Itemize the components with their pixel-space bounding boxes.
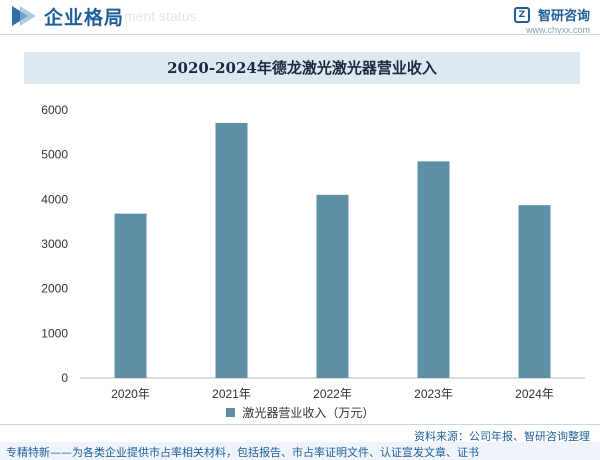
page-header: 企业格局 ment status Z 智研咨询 www.chyxx.com bbox=[0, 0, 600, 35]
bar bbox=[114, 213, 147, 378]
brand-name: 智研咨询 bbox=[537, 9, 590, 24]
y-tick-label: 3000 bbox=[41, 237, 68, 251]
section-title: 企业格局 bbox=[44, 7, 125, 29]
footer-bar bbox=[0, 442, 600, 460]
brand-url: www.chyxx.com bbox=[525, 25, 590, 35]
legend-label: 激光器营业收入（万元） bbox=[242, 406, 375, 420]
y-tick-label: 0 bbox=[61, 371, 68, 385]
chart-legend: 激光器营业收入（万元） bbox=[0, 404, 600, 421]
header-triangle-accent-icon bbox=[20, 6, 36, 26]
y-tick-label: 5000 bbox=[41, 148, 68, 162]
legend-swatch bbox=[225, 408, 235, 417]
x-tick-label: 2021年 bbox=[212, 387, 251, 401]
y-tick-label: 4000 bbox=[41, 192, 68, 206]
header-divider bbox=[0, 34, 600, 35]
bar bbox=[518, 205, 551, 378]
brand-logo-icon: Z bbox=[513, 6, 530, 23]
source-note: 资料来源：公司年报、智研咨询整理 bbox=[414, 430, 590, 443]
x-tick-label: 2020年 bbox=[111, 387, 150, 401]
footer-divider bbox=[0, 424, 600, 425]
bar bbox=[215, 122, 248, 378]
x-tick-label: 2022年 bbox=[313, 387, 352, 401]
brand: Z 智研咨询 www.chyxx.com bbox=[513, 4, 590, 35]
bar bbox=[417, 161, 450, 378]
section-subtitle: ment status bbox=[124, 8, 197, 24]
footer-note: 专精特新——为各类企业提供市占率相关材料，包括报告、市占率证明文件、认证宣发文章… bbox=[6, 446, 479, 459]
x-tick-label: 2023年 bbox=[414, 387, 453, 401]
y-tick-label: 2000 bbox=[41, 282, 68, 296]
y-tick-label: 1000 bbox=[41, 326, 68, 340]
x-tick-label: 2024年 bbox=[515, 387, 554, 401]
bar bbox=[316, 194, 349, 378]
chart-title: 2020-2024年德龙激光激光器营业收入 bbox=[24, 52, 580, 84]
y-tick-label: 6000 bbox=[41, 103, 68, 117]
